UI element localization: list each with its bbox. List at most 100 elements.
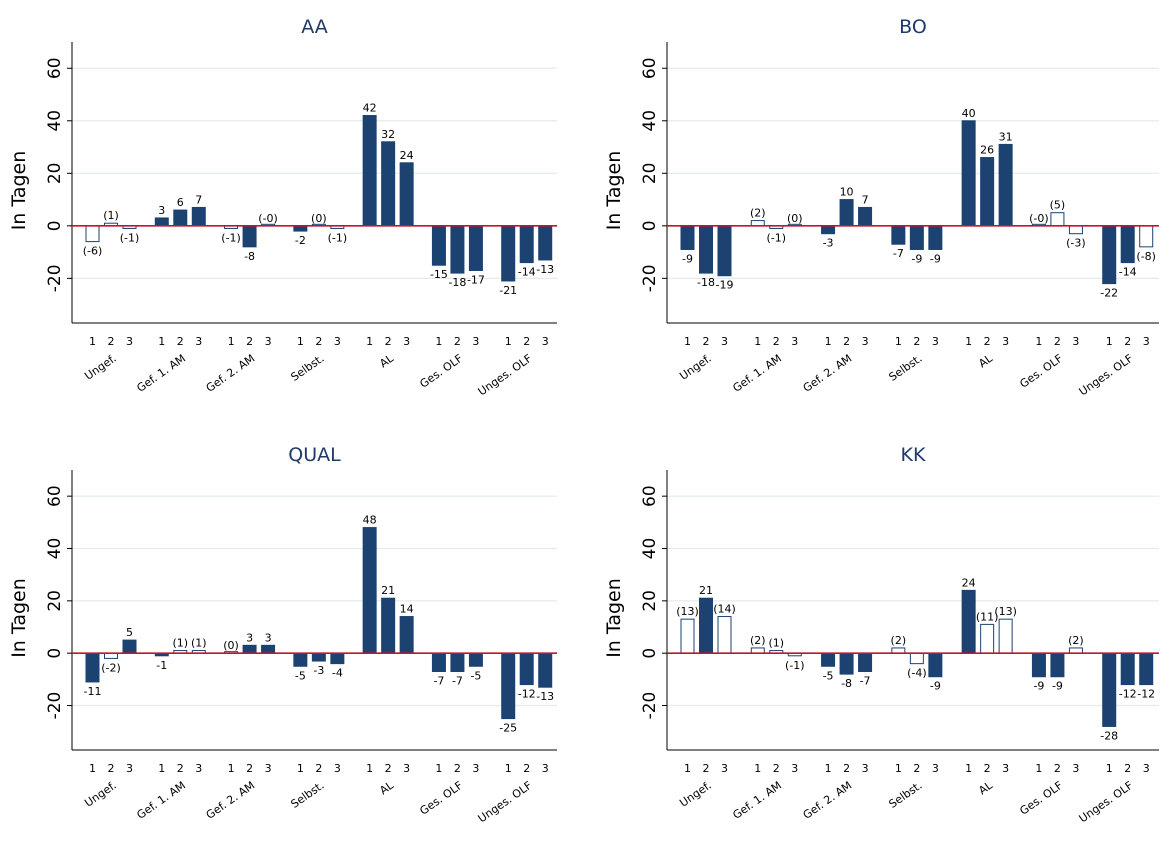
y-tick-label: 20: [640, 162, 660, 184]
x-tick-label: 2: [773, 762, 780, 775]
x-tick-label: 1: [684, 335, 691, 348]
data-label: -7: [452, 674, 463, 687]
data-label: -5: [823, 669, 834, 682]
data-label: -9: [1052, 680, 1063, 693]
data-label: -9: [1033, 680, 1044, 693]
category-label: Ungef.: [82, 352, 118, 383]
x-tick-label: 2: [108, 762, 115, 775]
bar: [1102, 225, 1117, 285]
x-tick-label: 3: [1072, 762, 1079, 775]
data-label: -7: [860, 674, 871, 687]
data-label: -3: [313, 664, 324, 677]
data-label: -8: [244, 250, 255, 263]
category-label: Gef. 1. AM: [134, 352, 188, 395]
category-label: Gef. 1. AM: [730, 352, 784, 395]
bar: [1102, 652, 1117, 727]
bar: [1050, 212, 1065, 227]
y-tick-label: 60: [640, 57, 660, 79]
x-tick-label: 1: [1106, 762, 1113, 775]
bar: [362, 115, 377, 227]
data-label: 26: [980, 144, 994, 157]
category-label: Ges. OLF: [417, 779, 465, 818]
x-tick-label: 2: [843, 762, 850, 775]
x-tick-label: 2: [454, 335, 461, 348]
chart-title: KK: [901, 444, 926, 466]
data-label: -17: [467, 273, 485, 286]
x-tick-label: 2: [984, 762, 991, 775]
x-tick-label: 2: [523, 762, 530, 775]
bar: [399, 162, 414, 227]
bar: [839, 652, 854, 675]
y-tick-label: 60: [640, 485, 660, 507]
bar: [928, 225, 943, 250]
x-tick-label: 2: [523, 335, 530, 348]
x-tick-label: 1: [228, 335, 235, 348]
bar: [538, 225, 553, 261]
data-label: 24: [400, 149, 414, 162]
x-tick-label: 1: [89, 335, 96, 348]
bar: [330, 652, 345, 665]
bar: [717, 225, 732, 277]
data-label: (1): [191, 637, 207, 650]
data-label: -13: [536, 690, 554, 703]
category-label: Unges. OLF: [476, 352, 535, 399]
y-tick-label: 40: [640, 110, 660, 132]
bar: [468, 225, 483, 271]
x-tick-label: 1: [158, 762, 165, 775]
data-label: -9: [682, 252, 693, 265]
x-tick-label: 1: [1035, 762, 1042, 775]
category-label: AL: [976, 778, 995, 797]
x-tick-label: 1: [505, 335, 512, 348]
x-tick-label: 3: [265, 335, 272, 348]
chart-panel-aa: AA -20 0 20 40 60 In Tagen (-6) 1 (1) 2 (-1) 3 Ungef.…: [8, 16, 557, 398]
x-tick-label: 3: [862, 762, 869, 775]
bar: [998, 618, 1013, 654]
data-label: -28: [1100, 729, 1118, 742]
x-tick-label: 3: [542, 762, 549, 775]
bar: [1139, 225, 1154, 248]
bar: [468, 652, 483, 667]
x-tick-label: 3: [1072, 335, 1079, 348]
x-tick-label: 2: [843, 335, 850, 348]
y-tick-label: 40: [45, 538, 65, 560]
data-label: 40: [962, 107, 976, 120]
bar: [928, 652, 943, 678]
data-label: 42: [363, 102, 377, 115]
category-label: Selbst.: [289, 779, 327, 811]
data-label: (13): [994, 605, 1017, 618]
x-tick-label: 1: [297, 335, 304, 348]
bar: [961, 120, 976, 227]
x-tick-label: 1: [505, 762, 512, 775]
data-label: (-3): [1066, 237, 1086, 250]
data-label: -1: [156, 659, 167, 672]
x-tick-label: 3: [265, 762, 272, 775]
x-tick-label: 1: [435, 762, 442, 775]
category-label: Unges. OLF: [476, 779, 535, 826]
bar: [431, 652, 446, 672]
x-tick-label: 1: [158, 335, 165, 348]
x-tick-label: 1: [297, 762, 304, 775]
data-label: (-1): [120, 231, 140, 244]
y-tick-label: 40: [640, 538, 660, 560]
bar: [154, 217, 169, 227]
bar: [839, 199, 854, 227]
data-label: -8: [841, 677, 852, 690]
y-tick-label: 40: [45, 110, 65, 132]
data-label: (-0): [1029, 212, 1049, 225]
data-label: (-4): [907, 667, 927, 680]
x-tick-label: 2: [177, 335, 184, 348]
bar: [858, 206, 873, 227]
x-tick-label: 2: [108, 335, 115, 348]
data-label: (-1): [221, 231, 241, 244]
y-tick-label: -20: [640, 692, 660, 720]
x-tick-label: 2: [315, 335, 322, 348]
y-tick-label: 60: [45, 57, 65, 79]
bar: [261, 644, 276, 654]
category-label: Selbst.: [887, 779, 925, 811]
category-label: Ungef.: [677, 352, 713, 383]
x-tick-label: 2: [315, 762, 322, 775]
bar: [122, 639, 137, 654]
data-label: -21: [499, 284, 517, 297]
bar: [680, 618, 695, 654]
data-label: -25: [499, 722, 517, 735]
